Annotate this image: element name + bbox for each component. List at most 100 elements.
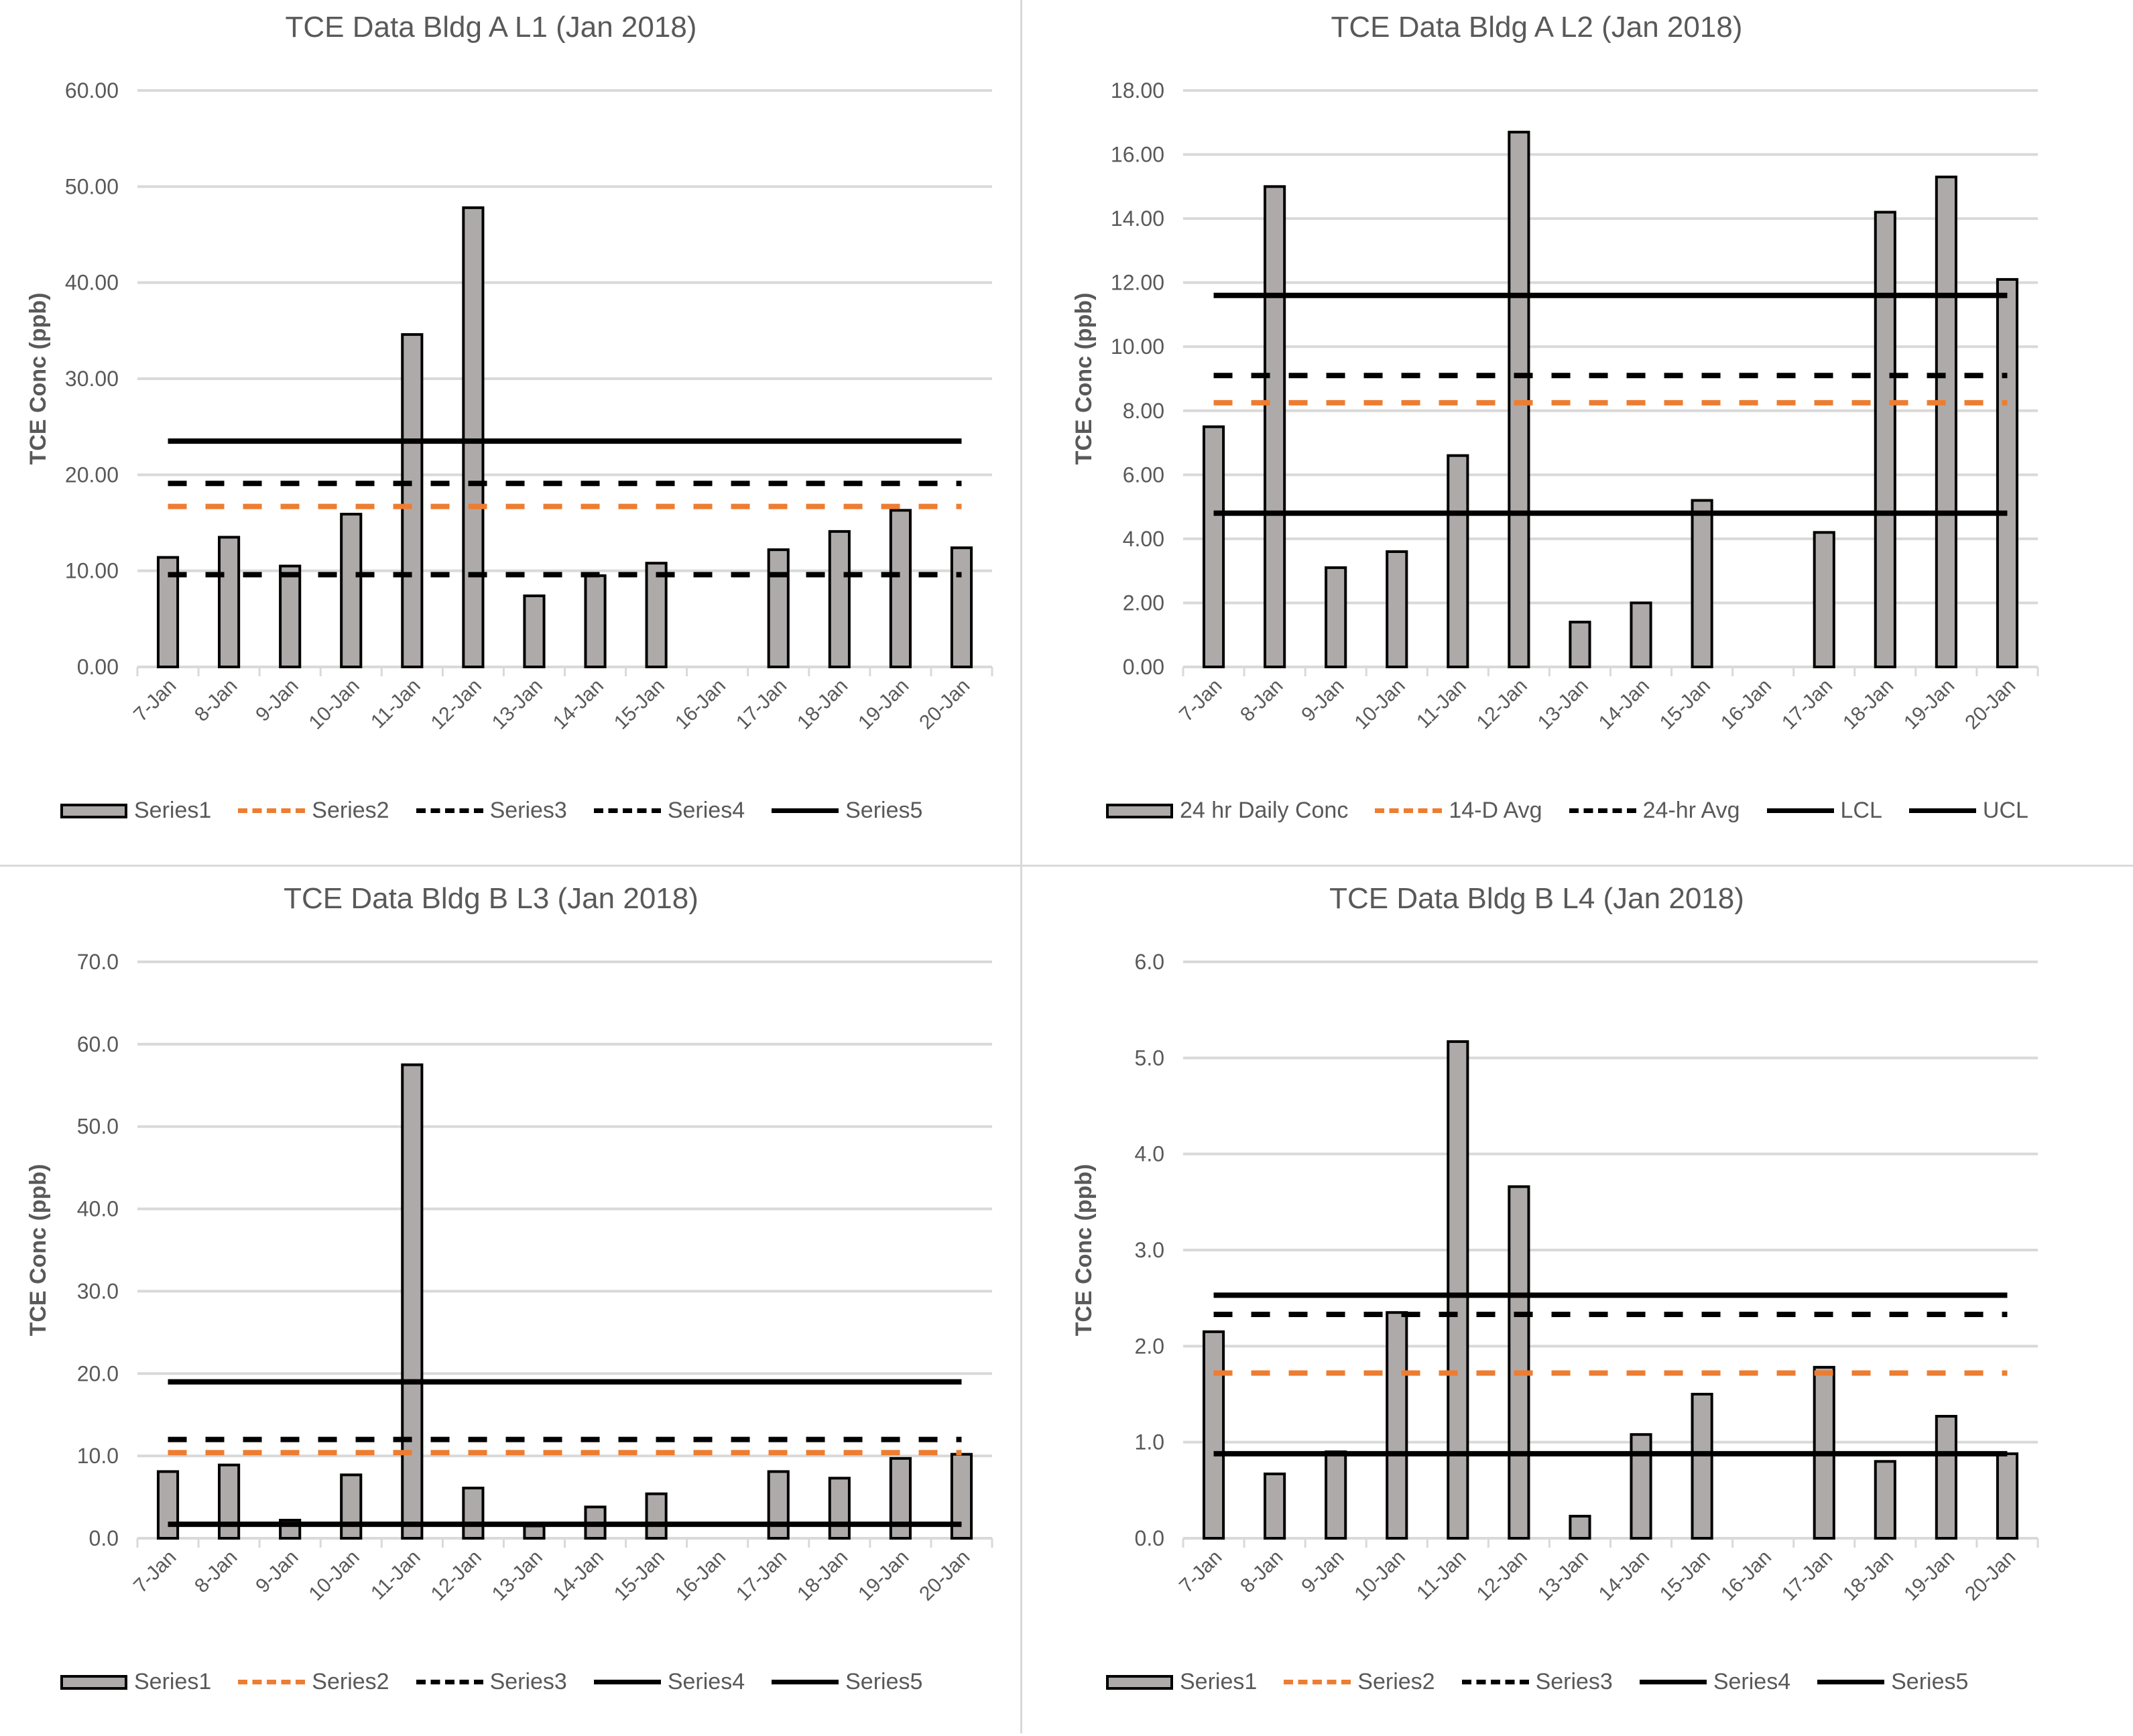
y-tick-label: 6.0 bbox=[1135, 950, 1164, 974]
x-tick-label: 18-Jan bbox=[793, 1546, 852, 1605]
legend-label: Series2 bbox=[312, 1669, 389, 1694]
x-tick-label: 10-Jan bbox=[1350, 1546, 1409, 1605]
legend-item: Series3 bbox=[1461, 1669, 1613, 1695]
legend-item: Series2 bbox=[238, 1669, 389, 1695]
x-tick-label: 11-Jan bbox=[367, 1546, 425, 1605]
y-tick-label: 6.00 bbox=[1123, 462, 1164, 487]
y-tick-label: 60.00 bbox=[65, 78, 119, 103]
legend: Series1 Series2 Series3 Series4 Series5 bbox=[60, 798, 1005, 824]
legend-swatch bbox=[60, 1674, 127, 1690]
bar-15-Jan bbox=[1691, 1393, 1713, 1540]
legend-label: Series3 bbox=[489, 1669, 567, 1694]
legend-swatch bbox=[416, 1680, 483, 1684]
x-tick-label: 12-Jan bbox=[1473, 1546, 1532, 1605]
bar-9-Jan bbox=[1325, 1450, 1347, 1540]
legend-label: Series1 bbox=[1180, 1669, 1258, 1694]
x-tick-label: 13-Jan bbox=[1534, 1546, 1593, 1605]
x-tick-label: 14-Jan bbox=[1595, 1546, 1654, 1605]
y-tick-label: 2.00 bbox=[1123, 591, 1164, 615]
y-tick-label: 50.00 bbox=[65, 174, 119, 198]
x-tick-label: 20-Jan bbox=[915, 675, 974, 734]
x-tick-label: 8-Jan bbox=[190, 675, 241, 726]
legend-item: Series1 bbox=[60, 798, 211, 824]
y-axis-label: TCE Conc (ppb) bbox=[25, 293, 51, 465]
y-tick-label: 0.0 bbox=[89, 1526, 119, 1550]
x-tick-label: 20-Jan bbox=[1961, 1546, 2020, 1605]
legend-label: Series1 bbox=[134, 1669, 212, 1694]
legend-swatch bbox=[1766, 808, 1834, 813]
legend-item: Series1 bbox=[1106, 1669, 1257, 1695]
x-tick-label: 13-Jan bbox=[1534, 675, 1593, 734]
y-tick-label: 0.00 bbox=[1123, 655, 1164, 679]
bar-10-Jan bbox=[1386, 1311, 1408, 1540]
bar-7-Jan bbox=[1202, 425, 1225, 669]
panel-divider-horizontal bbox=[0, 865, 2133, 867]
x-tick-label: 19-Jan bbox=[1900, 1546, 1959, 1605]
y-tick-label: 20.0 bbox=[77, 1361, 119, 1385]
legend-item: Series1 bbox=[60, 1669, 211, 1695]
legend-label: Series1 bbox=[134, 798, 212, 823]
x-tick-label: 11-Jan bbox=[1412, 1546, 1471, 1605]
x-tick-label: 13-Jan bbox=[488, 675, 547, 734]
bar-18-Jan bbox=[1874, 210, 1896, 668]
bar-10-Jan bbox=[340, 1473, 363, 1540]
x-tick-label: 8-Jan bbox=[190, 1546, 241, 1597]
bar-13-Jan bbox=[1569, 1515, 1591, 1540]
x-tick-label: 15-Jan bbox=[1656, 1546, 1715, 1605]
legend-swatch bbox=[1908, 808, 1976, 813]
x-tick-label: 16-Jan bbox=[1717, 675, 1776, 734]
chart-bldg-b-l3: TCE Data Bldg B L3 (Jan 2018) TCE Conc (p… bbox=[0, 871, 1026, 1736]
x-tick-label: 7-Jan bbox=[1175, 1546, 1226, 1597]
legend-swatch bbox=[1569, 808, 1636, 813]
x-tick-label: 7-Jan bbox=[129, 675, 180, 726]
bar-13-Jan bbox=[1569, 621, 1591, 668]
y-tick-label: 20.00 bbox=[65, 462, 119, 487]
x-tick-label: 19-Jan bbox=[854, 1546, 913, 1605]
bar-17-Jan bbox=[767, 1470, 790, 1540]
bar-18-Jan bbox=[1874, 1460, 1896, 1540]
legend-item: 14-D Avg bbox=[1375, 798, 1542, 824]
legend-item: 24-hr Avg bbox=[1569, 798, 1740, 824]
bar-13-Jan bbox=[523, 594, 546, 669]
chart-bldg-b-l4: TCE Data Bldg B L4 (Jan 2018) TCE Conc (p… bbox=[1046, 871, 2071, 1736]
legend-swatch bbox=[1106, 803, 1173, 818]
x-tick-label: 12-Jan bbox=[1473, 675, 1532, 734]
legend-label: Series2 bbox=[312, 798, 389, 823]
legend-swatch bbox=[1639, 1680, 1707, 1684]
legend-swatch bbox=[238, 808, 306, 813]
y-tick-label: 1.0 bbox=[1135, 1430, 1164, 1454]
bar-9-Jan bbox=[279, 564, 302, 668]
chart-bldg-a-l2: TCE Data Bldg A L2 (Jan 2018) TCE Conc (p… bbox=[1046, 0, 2071, 865]
bar-14-Jan bbox=[1630, 1433, 1652, 1540]
bar-11-Jan bbox=[1447, 454, 1469, 669]
x-tick-label: 12-Jan bbox=[427, 675, 486, 734]
bar-12-Jan bbox=[462, 1487, 485, 1540]
panel-divider-vertical bbox=[1020, 0, 1022, 1733]
y-tick-label: 5.0 bbox=[1135, 1046, 1164, 1070]
y-tick-label: 12.00 bbox=[1111, 271, 1164, 295]
x-tick-label: 14-Jan bbox=[1595, 675, 1654, 734]
legend-item: LCL bbox=[1766, 798, 1882, 824]
x-tick-label: 19-Jan bbox=[1900, 675, 1959, 734]
y-axis-label: TCE Conc (ppb) bbox=[1071, 1164, 1097, 1337]
y-tick-label: 40.00 bbox=[65, 271, 119, 295]
bar-11-Jan bbox=[1447, 1040, 1469, 1540]
y-tick-label: 18.00 bbox=[1111, 78, 1164, 103]
legend-item: Series5 bbox=[772, 1669, 922, 1695]
y-axis-label: TCE Conc (ppb) bbox=[1071, 293, 1097, 465]
x-tick-label: 20-Jan bbox=[915, 1546, 974, 1605]
x-tick-label: 12-Jan bbox=[427, 1546, 486, 1605]
bar-17-Jan bbox=[767, 548, 790, 669]
bar-15-Jan bbox=[645, 562, 668, 669]
y-tick-label: 30.00 bbox=[65, 367, 119, 391]
legend-item: Series3 bbox=[416, 1669, 567, 1695]
y-tick-label: 4.00 bbox=[1123, 527, 1164, 551]
legend-label: 14-D Avg bbox=[1449, 798, 1542, 823]
y-tick-label: 10.00 bbox=[1111, 334, 1164, 359]
x-tick-label: 10-Jan bbox=[304, 1546, 363, 1605]
bar-7-Jan bbox=[1202, 1330, 1225, 1540]
legend-label: Series5 bbox=[1891, 1669, 1969, 1694]
chart-svg: TCE Data Bldg B L3 (Jan 2018) TCE Conc (p… bbox=[25, 882, 993, 1605]
legend-label: Series3 bbox=[1535, 1669, 1613, 1694]
x-tick-label: 19-Jan bbox=[854, 675, 913, 734]
